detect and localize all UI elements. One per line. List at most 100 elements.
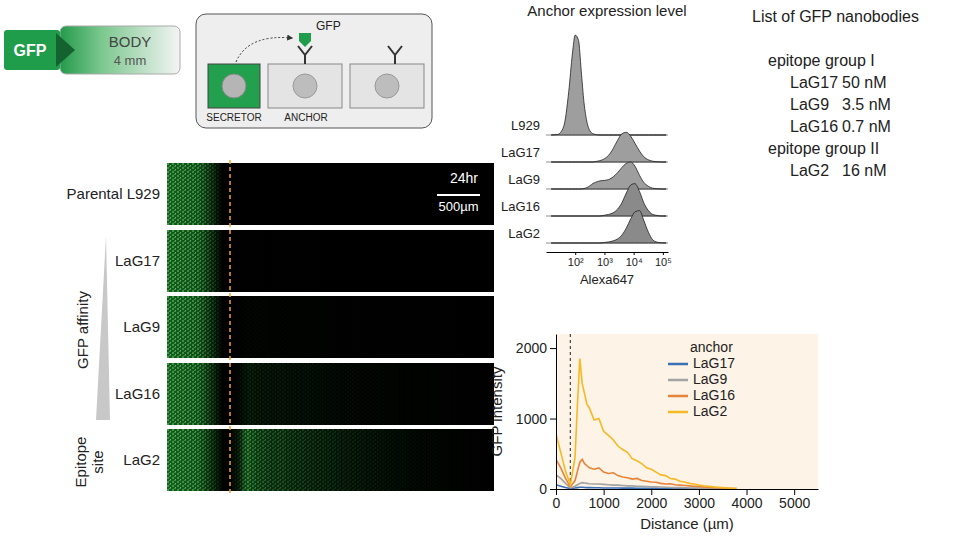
tick: 1000 xyxy=(589,489,620,511)
ridge xyxy=(551,211,666,243)
tick-mark xyxy=(550,489,556,490)
anchor-cell xyxy=(268,64,342,108)
tick-label: 3000 xyxy=(684,495,715,511)
anchor-cell xyxy=(350,64,424,108)
label: GFP intensity xyxy=(488,366,505,456)
label: 0.7 nM xyxy=(842,118,891,135)
label: ANCHOR xyxy=(284,112,327,123)
label: Parental L929 xyxy=(67,185,160,202)
label: LaG16 xyxy=(115,385,160,402)
label: LaG9 xyxy=(123,318,160,335)
label: 16 nM xyxy=(842,162,886,179)
nucleus xyxy=(375,74,399,98)
spread-glow xyxy=(167,363,494,425)
arrow xyxy=(56,33,75,67)
lines xyxy=(556,334,737,489)
label: L929 xyxy=(511,118,540,133)
legend-swatch xyxy=(668,395,688,398)
tick-label: 10⁴ xyxy=(626,256,643,268)
ridgeline-chart: Anchor expression level L929 LaG17 LaG9 LaG1… xyxy=(501,2,687,287)
label: LaG17 xyxy=(790,74,838,91)
label: epitope group I xyxy=(768,52,875,69)
tick-mark xyxy=(550,419,556,420)
tick-label: 10³ xyxy=(597,256,613,268)
secretor-speckle xyxy=(167,163,494,225)
tick: 4000 xyxy=(731,489,762,511)
tick-label: 2000 xyxy=(636,495,667,511)
ridge xyxy=(551,132,666,162)
tick-label: 1000 xyxy=(589,495,620,511)
tick-label: 0 xyxy=(553,495,561,511)
legend: anchorLaG17LaG9LaG16LaG2 xyxy=(668,339,735,419)
label: LaG17 xyxy=(115,252,160,269)
legend-swatch xyxy=(668,363,688,366)
axis-line xyxy=(556,335,557,490)
spread-speckle xyxy=(167,230,494,292)
label: GFP xyxy=(316,19,341,33)
secretor-speckle xyxy=(167,296,494,358)
ridge xyxy=(551,184,666,216)
image-background xyxy=(167,230,494,292)
label: LaG16 xyxy=(501,199,540,214)
scale-bar xyxy=(437,194,480,196)
tick-label: 4000 xyxy=(731,495,762,511)
series-line xyxy=(556,359,737,489)
label: LaG2 xyxy=(790,162,829,179)
legend-swatch xyxy=(668,411,688,414)
label: LaG16 xyxy=(790,118,838,135)
label: Alexa647 xyxy=(580,272,634,287)
axis: 010002000300040005000 xyxy=(553,489,819,511)
label: epitope group II xyxy=(768,140,879,157)
label: GFP xyxy=(14,42,47,59)
nucleus xyxy=(293,74,317,98)
secretor-speckle xyxy=(167,363,494,425)
tick: 10⁵ xyxy=(655,252,672,268)
secretor-speckle xyxy=(167,230,494,292)
figure: GFP BODY 4 mm GFP SECRETOR ANCHOR Parental L92… xyxy=(0,0,972,546)
tick-label: 0 xyxy=(539,481,547,497)
secretor-cell xyxy=(208,64,260,108)
label: Epitopesite xyxy=(72,437,106,488)
ridge xyxy=(551,162,666,189)
secretion-arrow xyxy=(236,38,292,63)
label: LaG17 xyxy=(501,145,540,160)
label: LaG9 xyxy=(508,172,540,187)
spread-glow xyxy=(167,296,494,358)
secretor-speckle xyxy=(167,429,494,491)
nanobody-list: List of GFP nanobodies epitope group I LaG… xyxy=(752,8,919,179)
label: List of GFP nanobodies xyxy=(752,8,919,25)
spread-speckle xyxy=(167,429,494,491)
legend-swatch xyxy=(668,379,688,382)
tick-mark xyxy=(550,348,556,349)
ridges xyxy=(546,35,668,243)
tick: 2000 xyxy=(516,340,556,356)
label: LaG9 xyxy=(693,371,727,387)
label: 4 mm xyxy=(114,53,147,68)
tick: 1000 xyxy=(516,411,556,427)
image-background xyxy=(167,163,494,225)
spread-speckle xyxy=(167,296,494,358)
axis: 10² 10³ 10⁴ 10⁵ xyxy=(547,252,672,268)
affinity-wedge xyxy=(96,236,110,420)
tick-label: 10² xyxy=(568,256,584,268)
label: Anchor expression level xyxy=(527,2,686,19)
tick-label: 10⁵ xyxy=(655,256,672,268)
axis-line xyxy=(557,489,819,490)
tick-label: 1000 xyxy=(516,411,547,427)
label: LaG2 xyxy=(508,226,540,241)
tick: 10³ xyxy=(597,252,613,268)
label: SECRETOR xyxy=(206,112,261,123)
micrograph xyxy=(167,429,494,491)
cell-panel xyxy=(196,14,432,128)
micrographs: Parental L929LaG17LaG9LaG16LaG224hr500µm… xyxy=(67,160,494,494)
plot-background xyxy=(556,334,818,489)
label: LaG17 xyxy=(693,355,735,371)
tick-label: 2000 xyxy=(516,340,547,356)
tick-mark xyxy=(634,252,635,255)
micrograph xyxy=(167,296,494,358)
gfp-molecule xyxy=(299,33,311,47)
label: BODY xyxy=(109,33,152,50)
receptor xyxy=(298,46,312,64)
label: 3.5 nM xyxy=(842,96,891,113)
tick: 2000 xyxy=(636,489,667,511)
